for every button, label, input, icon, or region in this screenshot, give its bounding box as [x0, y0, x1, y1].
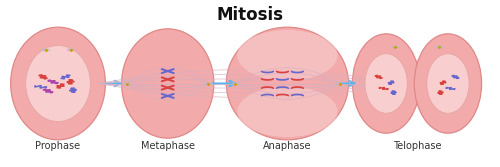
- Ellipse shape: [427, 54, 469, 113]
- Text: Metaphase: Metaphase: [140, 141, 194, 151]
- Ellipse shape: [414, 34, 482, 133]
- Text: Anaphase: Anaphase: [263, 141, 312, 151]
- Text: Telophase: Telophase: [393, 141, 442, 151]
- Ellipse shape: [226, 27, 348, 140]
- Ellipse shape: [26, 45, 90, 122]
- Ellipse shape: [365, 54, 408, 113]
- Ellipse shape: [238, 86, 338, 137]
- Ellipse shape: [238, 30, 338, 81]
- Text: Mitosis: Mitosis: [216, 6, 284, 24]
- Ellipse shape: [10, 27, 106, 140]
- Text: Prophase: Prophase: [36, 141, 80, 151]
- Ellipse shape: [352, 34, 420, 133]
- Ellipse shape: [122, 29, 214, 138]
